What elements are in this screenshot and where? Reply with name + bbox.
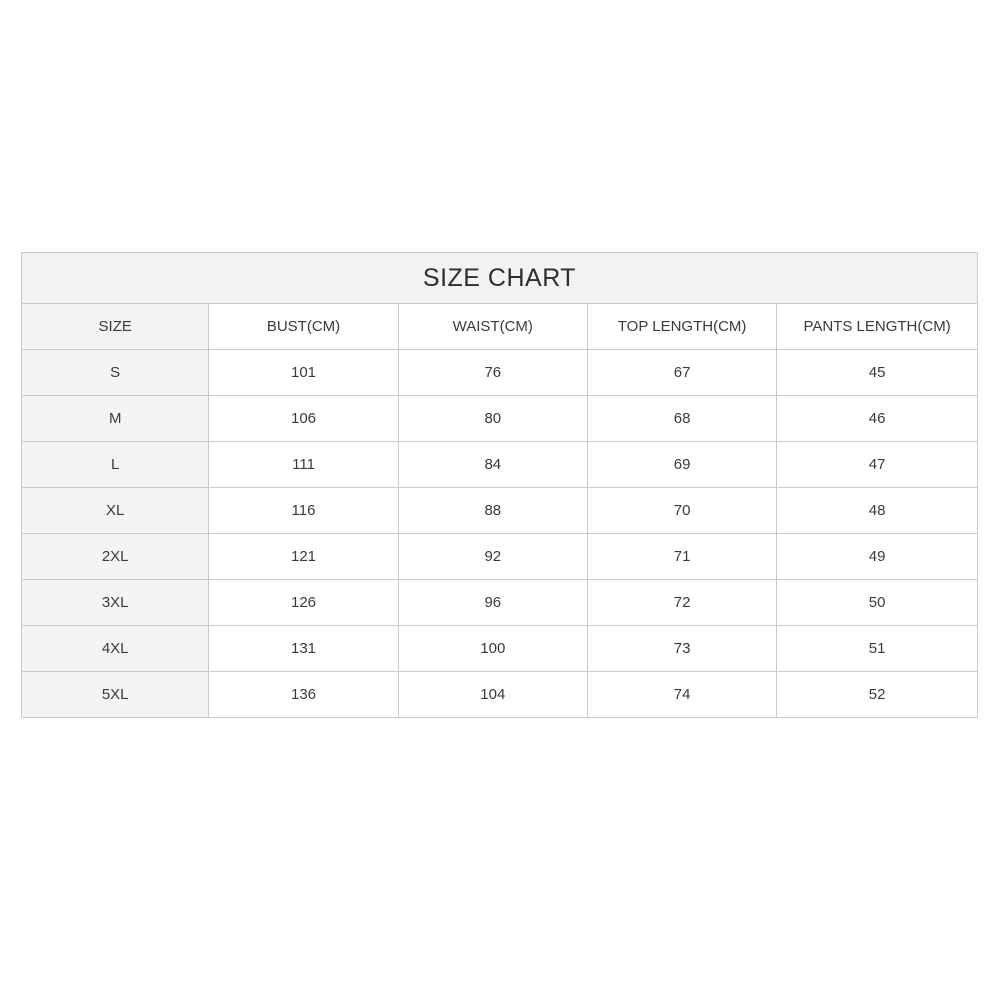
title-row: SIZE CHART bbox=[21, 252, 978, 304]
size-chart-table: SIZE CHART SIZE BUST(CM) WAIST(CM) TOP L… bbox=[20, 252, 978, 718]
size-label: M bbox=[20, 395, 210, 442]
waist-value: 100 bbox=[397, 625, 588, 672]
size-label: 4XL bbox=[20, 625, 210, 672]
pants-length-value: 49 bbox=[776, 533, 978, 580]
header-row: SIZE BUST(CM) WAIST(CM) TOP LENGTH(CM) P… bbox=[20, 303, 978, 350]
bust-value: 101 bbox=[208, 349, 399, 396]
bust-value: 121 bbox=[208, 533, 399, 580]
top-length-value: 70 bbox=[586, 487, 778, 534]
bust-value: 111 bbox=[208, 441, 399, 488]
bust-value: 136 bbox=[208, 671, 399, 718]
column-header-size: SIZE bbox=[20, 303, 210, 350]
bust-value: 106 bbox=[208, 395, 399, 442]
top-length-value: 67 bbox=[586, 349, 778, 396]
bust-value: 126 bbox=[208, 579, 399, 626]
size-chart-container: SIZE CHART SIZE BUST(CM) WAIST(CM) TOP L… bbox=[20, 252, 978, 718]
column-header-pants-length: PANTS LENGTH(CM) bbox=[776, 303, 978, 350]
table-row-3xl: 3XL 126 96 72 50 bbox=[20, 579, 978, 626]
column-header-waist: WAIST(CM) bbox=[397, 303, 588, 350]
table-row-4xl: 4XL 131 100 73 51 bbox=[20, 625, 978, 672]
pants-length-value: 45 bbox=[776, 349, 978, 396]
top-length-value: 68 bbox=[586, 395, 778, 442]
waist-value: 80 bbox=[397, 395, 588, 442]
table-row-m: M 106 80 68 46 bbox=[20, 395, 978, 442]
top-length-value: 72 bbox=[586, 579, 778, 626]
pants-length-value: 50 bbox=[776, 579, 978, 626]
table-row-s: S 101 76 67 45 bbox=[20, 349, 978, 396]
waist-value: 92 bbox=[397, 533, 588, 580]
top-length-value: 71 bbox=[586, 533, 778, 580]
pants-length-value: 52 bbox=[776, 671, 978, 718]
chart-title: SIZE CHART bbox=[21, 252, 978, 304]
waist-value: 88 bbox=[397, 487, 588, 534]
top-length-value: 73 bbox=[586, 625, 778, 672]
table-row-xl: XL 116 88 70 48 bbox=[20, 487, 978, 534]
waist-value: 96 bbox=[397, 579, 588, 626]
pants-length-value: 51 bbox=[776, 625, 978, 672]
top-length-value: 69 bbox=[586, 441, 778, 488]
waist-value: 104 bbox=[397, 671, 588, 718]
size-label: 5XL bbox=[20, 671, 210, 718]
table-row-l: L 111 84 69 47 bbox=[20, 441, 978, 488]
column-header-top-length: TOP LENGTH(CM) bbox=[586, 303, 778, 350]
size-label: XL bbox=[20, 487, 210, 534]
pants-length-value: 46 bbox=[776, 395, 978, 442]
bust-value: 131 bbox=[208, 625, 399, 672]
bust-value: 116 bbox=[208, 487, 399, 534]
table-row-5xl: 5XL 136 104 74 52 bbox=[20, 671, 978, 718]
size-label: 2XL bbox=[20, 533, 210, 580]
pants-length-value: 48 bbox=[776, 487, 978, 534]
size-label: S bbox=[20, 349, 210, 396]
size-label: L bbox=[20, 441, 210, 488]
size-label: 3XL bbox=[20, 579, 210, 626]
column-header-bust: BUST(CM) bbox=[208, 303, 399, 350]
waist-value: 84 bbox=[397, 441, 588, 488]
top-length-value: 74 bbox=[586, 671, 778, 718]
waist-value: 76 bbox=[397, 349, 588, 396]
pants-length-value: 47 bbox=[776, 441, 978, 488]
table-row-2xl: 2XL 121 92 71 49 bbox=[20, 533, 978, 580]
